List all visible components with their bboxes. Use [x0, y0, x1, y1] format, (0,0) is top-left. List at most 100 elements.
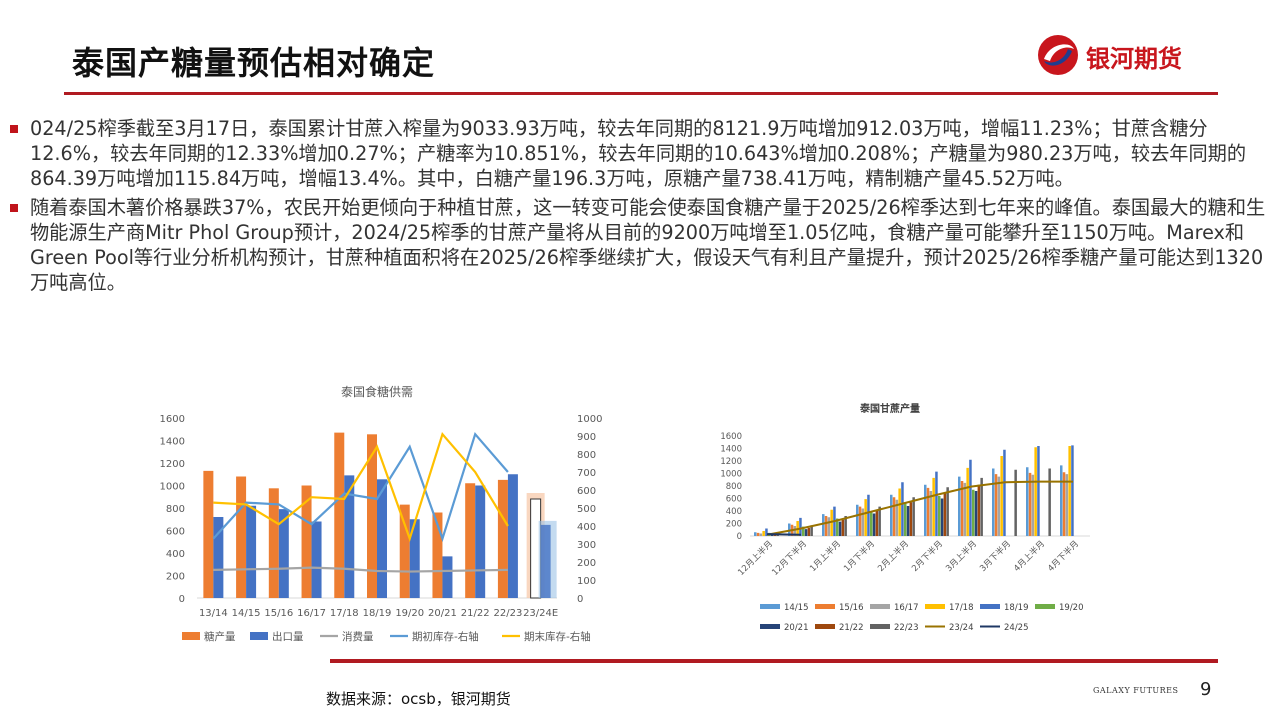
legend-label: 出口量: [272, 630, 304, 643]
bar-出口量: [377, 479, 387, 598]
bar-21/22: [943, 493, 947, 536]
bar-出口量: [507, 474, 518, 598]
bar-19/20: [972, 489, 975, 536]
galaxy-logo-icon: [1038, 35, 1078, 75]
bar-15/16: [960, 481, 964, 536]
bar-17/18: [830, 509, 833, 536]
bar-14/15: [1060, 465, 1063, 536]
legend-label: 消费量: [342, 630, 374, 643]
y-tick-label: 600: [726, 495, 742, 505]
bullet-square-icon: [10, 204, 18, 212]
line-23/24: [766, 480, 1073, 536]
bar-17/18: [1034, 447, 1037, 536]
thailand-sugar-balance-chart: 泰国食糖供需 0 200 400 600 800 1000 1200 1400 1600 0 100 2…: [152, 370, 612, 655]
y2-tick-label: 900: [577, 432, 596, 443]
bar-17/18: [898, 488, 901, 536]
legend-label: 17/18: [949, 603, 974, 613]
bar-17/18: [762, 531, 765, 536]
y2-tick-label: 500: [577, 504, 596, 515]
bar-19/20: [802, 526, 805, 536]
bullet-text: 024/25榨季截至3月17日，泰国累计甘蔗入榨量为9033.93万吨，较去年同…: [30, 117, 1247, 190]
legend-label: 期初库存-右轴: [412, 630, 479, 643]
bar-16/17: [759, 533, 763, 536]
bar-14/15: [992, 468, 995, 536]
line-消费量: [213, 566, 508, 573]
x-tick-label: 1月上半月: [807, 538, 843, 574]
x-tick-label: 18/19: [363, 608, 392, 619]
legend-label: 糖产量: [204, 630, 236, 643]
y-tick-label: 800: [166, 504, 185, 515]
x-tick-label: 2月上半月: [875, 538, 911, 574]
bar-21/22: [977, 484, 981, 536]
legend-swatch: [925, 604, 945, 609]
legend-label: 21/22: [839, 623, 864, 633]
bar-18/19: [1037, 446, 1040, 536]
legend-swatch: [870, 604, 890, 609]
bar-出口量: [246, 505, 257, 598]
bar-16/17: [827, 517, 831, 536]
bar-18/19: [901, 482, 904, 536]
bar-15/16: [756, 532, 760, 536]
bar-18/19: [867, 494, 870, 536]
bar-21/22: [909, 502, 913, 536]
logo-text: 银河期货: [1086, 45, 1182, 73]
company-logo: 银河期货: [1036, 33, 1216, 77]
bar-16/17: [793, 526, 797, 536]
bar-14/15: [924, 484, 927, 536]
bar-21/22: [807, 527, 811, 536]
y-tick-label: 1000: [160, 482, 185, 493]
legend-label: 16/17: [894, 603, 919, 613]
bar-16/17: [997, 476, 1001, 536]
legend-label: 15/16: [839, 603, 864, 613]
bar-出口量: [475, 485, 486, 598]
bar-19/20: [870, 511, 873, 536]
bar-糖产量: [334, 432, 345, 598]
bar-15/16: [926, 487, 930, 536]
bar-14/15: [856, 504, 859, 536]
y2-tick-label: 700: [577, 468, 596, 479]
legend-swatch: [250, 632, 268, 640]
bar-22/23: [980, 477, 983, 536]
bar-糖产量: [236, 476, 247, 598]
x-tick-label: 12月下半月: [770, 538, 809, 577]
y2-tick-label: 100: [577, 576, 596, 587]
bar-19/20: [938, 496, 941, 536]
bar-18/19: [765, 528, 768, 536]
bar-18/19: [935, 471, 938, 536]
line-24/25: [766, 533, 802, 536]
legend-label: 20/21: [784, 623, 809, 633]
bar-20/21: [804, 529, 808, 536]
bar-出口量: [344, 475, 355, 598]
bar-糖产量: [497, 479, 508, 598]
bar-14/15: [822, 514, 825, 536]
x-tick-label: 3月上半月: [943, 538, 979, 574]
bullet-list: 024/25榨季截至3月17日，泰国累计甘蔗入榨量为9033.93万吨，较去年同…: [8, 116, 1270, 299]
legend-label: 19/20: [1059, 603, 1084, 613]
bar-18/19: [1071, 445, 1074, 536]
y-tick-label: 1200: [720, 457, 742, 467]
y-tick-label: 0: [179, 594, 185, 605]
legend-label: 23/24: [949, 623, 974, 633]
y2-tick-label: 200: [577, 558, 596, 569]
bar-22/23: [946, 487, 949, 536]
bar-17/18: [1000, 456, 1003, 536]
y2-tick-label: 600: [577, 486, 596, 497]
x-tick-label: 14/15: [232, 608, 261, 619]
y-tick-label: 400: [726, 507, 742, 517]
legend-swatch: [760, 604, 780, 609]
bar-出口量: [311, 521, 322, 598]
y-tick-label: 200: [726, 520, 742, 530]
x-tick-label: 1月下半月: [841, 538, 877, 574]
legend-swatch: [980, 604, 1000, 609]
y2-tick-label: 400: [577, 522, 596, 533]
y2-tick-label: 1000: [577, 414, 602, 425]
bar-22/23: [878, 506, 881, 536]
bar-17/18: [864, 499, 867, 536]
legend-label: 22/23: [894, 623, 919, 633]
legend-swatch: [760, 624, 780, 629]
bar-21/22: [841, 519, 845, 536]
bar-17/18: [1068, 446, 1071, 536]
bar-糖产量: [432, 512, 443, 598]
x-tick-label: 22/23: [493, 608, 522, 619]
y-tick-label: 1400: [160, 437, 185, 448]
